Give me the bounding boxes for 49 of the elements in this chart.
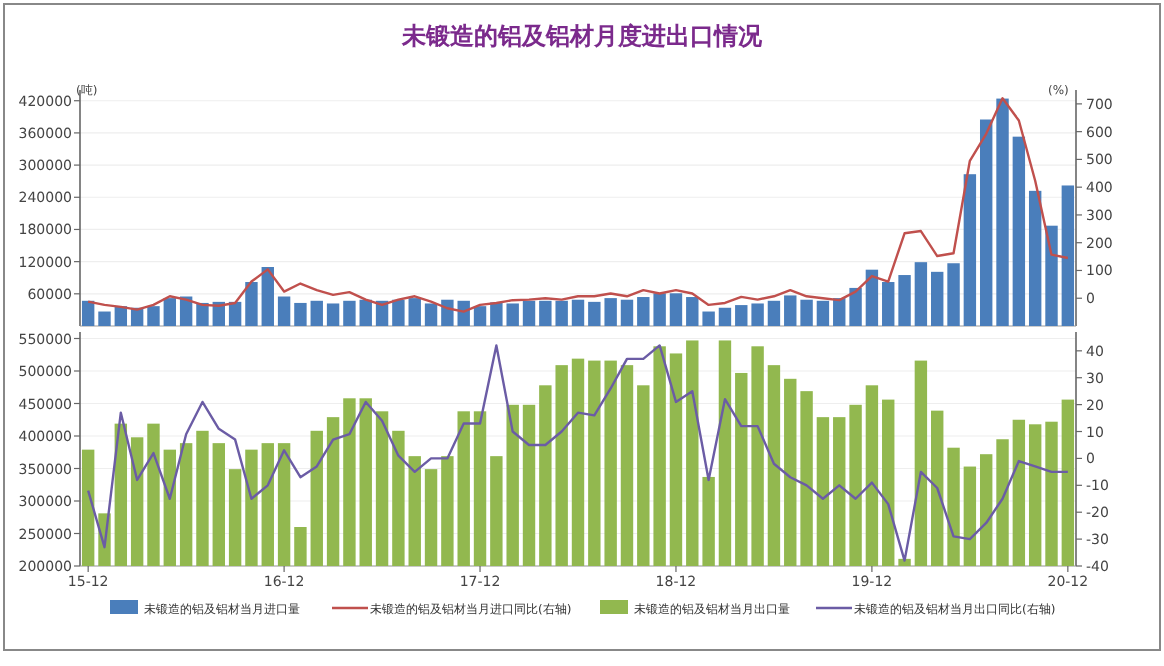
bar <box>833 298 846 326</box>
bar <box>147 306 160 326</box>
bar <box>735 305 748 326</box>
bar <box>620 299 634 326</box>
bar <box>343 300 356 326</box>
bar <box>261 267 274 326</box>
bar <box>996 98 1009 326</box>
bar <box>816 300 830 326</box>
bar <box>522 300 536 326</box>
bar <box>98 311 111 326</box>
bar <box>702 311 715 326</box>
bar <box>1061 185 1075 326</box>
bar <box>326 303 340 326</box>
bar <box>310 300 323 326</box>
bar <box>277 296 291 326</box>
bar <box>294 302 307 326</box>
bar <box>473 306 487 326</box>
bar <box>865 269 879 326</box>
bar <box>718 307 732 326</box>
bar <box>392 299 405 326</box>
chart-title: 未锻造的铝及铝材月度进出口情况 <box>400 22 764 50</box>
bar <box>849 287 862 326</box>
bar <box>228 301 242 326</box>
bar <box>408 298 421 326</box>
bar <box>571 299 585 326</box>
line-series <box>86 344 1070 562</box>
bar <box>81 300 95 326</box>
bar <box>784 295 797 326</box>
bar <box>1028 190 1042 326</box>
bar <box>669 293 683 326</box>
bar <box>947 263 960 326</box>
bar <box>914 262 928 326</box>
bar <box>1045 225 1058 326</box>
bar <box>898 275 911 326</box>
bar <box>245 282 258 326</box>
bar <box>882 282 895 326</box>
bar <box>767 300 781 326</box>
line-series <box>86 97 1070 313</box>
bar <box>1012 136 1026 326</box>
bar <box>196 302 209 326</box>
bar <box>931 271 944 326</box>
bar <box>163 298 177 326</box>
bar <box>686 297 699 326</box>
bar <box>359 299 372 326</box>
bar <box>800 299 813 326</box>
bar <box>979 119 993 326</box>
bar <box>751 303 764 326</box>
bar <box>424 303 438 326</box>
bar <box>963 174 977 326</box>
